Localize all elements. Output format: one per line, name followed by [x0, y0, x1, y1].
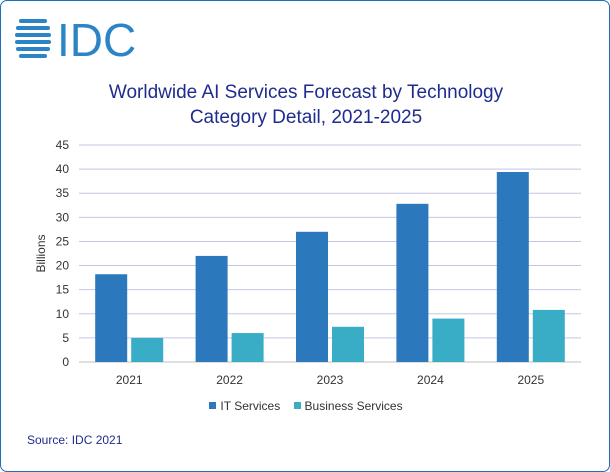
legend-item-it-services: IT Services — [209, 399, 280, 413]
bar-it-services — [195, 255, 228, 362]
bar-business-services — [332, 326, 364, 362]
bar-business-services — [432, 318, 465, 362]
legend: IT Services Business Services — [1, 399, 609, 413]
y-tick-label: 40 — [56, 162, 70, 176]
y-tick-label: 15 — [56, 283, 70, 297]
x-tick-label: 2025 — [517, 373, 544, 387]
y-tick-label: 10 — [56, 307, 70, 321]
y-tick-label: 20 — [56, 259, 70, 273]
y-tick-label: 35 — [56, 186, 70, 200]
y-tick-label: 45 — [56, 138, 70, 152]
x-tick-label: 2022 — [216, 373, 243, 387]
legend-swatch-it-services — [209, 402, 217, 409]
x-tick-label: 2023 — [317, 373, 344, 387]
source-note: Source: IDC 2021 — [27, 433, 123, 447]
logo-text: IDC — [57, 15, 136, 61]
chart-title-line-2: Category Detail, 2021-2025 — [189, 107, 423, 128]
bar-business-services — [231, 333, 264, 362]
legend-label-it-services: IT Services — [220, 399, 281, 413]
idc-logo: IDC — [15, 15, 136, 61]
legend-label-business-services: Business Services — [304, 399, 403, 413]
y-axis-label: Billions — [34, 234, 48, 272]
bar-business-services — [532, 309, 565, 362]
chart-title-line-1: Worldwide AI Services Forecast by Techno… — [108, 82, 504, 103]
x-tick-label: 2021 — [116, 373, 143, 387]
bar-business-services — [131, 337, 164, 362]
y-tick-label: 30 — [56, 210, 70, 224]
legend-swatch-business-services — [293, 402, 301, 409]
y-tick-label: 0 — [62, 355, 69, 369]
bar-it-services — [496, 172, 529, 362]
chart-title: Worldwide AI Services Forecast by Techno… — [1, 80, 609, 130]
bar-it-services — [396, 203, 429, 362]
globe-icon — [15, 19, 51, 58]
x-tick-label: 2024 — [417, 373, 444, 387]
bar-it-services — [296, 231, 328, 362]
bar-it-services — [95, 274, 128, 362]
y-tick-label: 5 — [62, 331, 69, 345]
legend-item-business-services: Business Services — [293, 399, 403, 413]
y-tick-label: 25 — [56, 234, 70, 248]
